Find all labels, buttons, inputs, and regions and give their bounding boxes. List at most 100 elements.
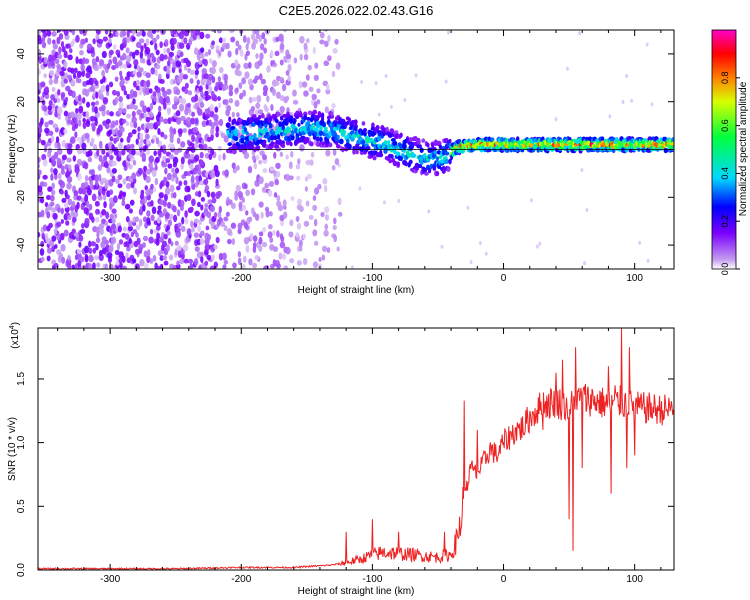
spectrogram-cell — [83, 207, 89, 215]
spectrogram-cell — [40, 117, 44, 125]
spectrogram-cell — [58, 33, 64, 40]
spectrogram-cell — [84, 174, 89, 182]
ridge-cell — [240, 137, 245, 144]
spectrogram-cell — [218, 205, 222, 214]
spectrogram-cell — [82, 121, 87, 130]
ridge-cell — [378, 152, 384, 158]
spectrogram-cell — [146, 79, 151, 88]
spectrogram-cell — [217, 76, 221, 82]
spectrogram-cell — [332, 148, 337, 156]
spectrogram-cell — [75, 56, 79, 64]
colorbar-ticks: 0.0 0.2 0.4 0.6 0.8 — [720, 72, 740, 275]
spectrogram-cell — [41, 153, 47, 161]
ridge-cell — [416, 139, 421, 145]
spectrogram-cell — [256, 94, 262, 103]
spectrogram-cell — [177, 128, 183, 135]
spectrogram-cell — [159, 78, 165, 85]
spectrogram-cell — [336, 246, 340, 252]
spectrogram-cell — [103, 155, 108, 161]
x-tick-label: 0 — [501, 273, 507, 284]
spectrogram-cell — [148, 88, 153, 94]
ridge-cell — [306, 116, 311, 121]
spectrogram-cell — [145, 116, 151, 123]
spectrogram-cell — [245, 210, 249, 216]
spectrogram-cell — [194, 246, 200, 252]
spectrogram-cell — [57, 88, 61, 96]
ridge-cell — [441, 167, 446, 174]
spectrogram-cell — [216, 30, 223, 34]
spectrogram-cell — [182, 74, 189, 80]
spectrogram-cell — [148, 155, 155, 163]
spectrogram-cell — [214, 85, 219, 92]
spectrogram-cell — [135, 232, 139, 238]
spectrogram-cell — [131, 30, 137, 35]
spectrogram-cell — [158, 192, 164, 199]
spectrogram-cell — [279, 42, 285, 51]
spectrogram-cell — [192, 126, 199, 134]
spectrogram-cell — [282, 199, 287, 207]
spectrogram-cell — [103, 194, 107, 201]
spectrogram-cell — [146, 255, 151, 264]
spectrogram-cell — [254, 213, 260, 221]
spectrogram-cell — [88, 254, 94, 263]
spectrogram-cell — [172, 172, 178, 178]
spectrogram-cell — [82, 30, 88, 34]
ridge-cell — [387, 140, 391, 145]
spectrogram-cell — [176, 260, 180, 266]
spectrogram-cell — [210, 127, 215, 136]
spectrogram-cell — [128, 220, 133, 227]
spectrogram-cell — [80, 228, 86, 234]
spectrogram-cell — [174, 240, 179, 246]
y-tick-label: 1.5 — [16, 372, 27, 386]
spectrogram-cell — [186, 185, 191, 193]
chart-title: C2E5.2026.022.02.43.G16 — [279, 3, 434, 18]
spectrogram-cell — [104, 160, 108, 167]
spectrogram-cell — [159, 53, 165, 62]
spectrogram-cell — [84, 194, 89, 202]
spectrogram-cell — [40, 197, 45, 204]
spectrogram-cell — [213, 164, 219, 173]
spectrogram-cell — [154, 177, 159, 186]
spectrogram-cell — [230, 36, 236, 43]
spectrogram-cell — [95, 237, 101, 244]
ridge-cell — [278, 127, 282, 132]
spectrogram-cell — [43, 105, 48, 112]
spectrogram-cell — [164, 187, 171, 195]
spectrogram-cell — [199, 237, 205, 245]
ridge-cell — [290, 131, 295, 136]
spectrogram-cell — [165, 181, 170, 188]
spectrogram-cell — [125, 113, 132, 119]
snr-axes: -300 -200 -100 0 100 0.0 0.5 1.0 1.5 — [16, 328, 674, 585]
spectrogram-cell — [121, 118, 127, 124]
spectrogram-cell — [107, 252, 113, 259]
y-tick-label: -40 — [16, 237, 27, 252]
spectrogram-cell — [48, 119, 54, 125]
spectrogram-cell — [199, 143, 205, 151]
spectrogram-cell — [384, 73, 388, 78]
spectrogram-cell — [309, 159, 314, 166]
ridge-cell — [303, 115, 308, 121]
spectrogram-cell — [118, 258, 123, 264]
spectrogram-cell — [122, 52, 127, 61]
x-tick-label: 100 — [626, 574, 643, 585]
spectrogram-cell — [56, 36, 61, 45]
spectrogram-cell — [157, 111, 162, 118]
spectrogram-cell — [219, 66, 224, 74]
spectrogram-cell — [209, 104, 215, 112]
spectrogram-cell — [56, 63, 61, 70]
ridge-cell — [427, 167, 432, 174]
spectrogram-cell — [318, 257, 322, 263]
spectrogram-cell — [244, 71, 250, 79]
colorbar-tick-label: 0.4 — [720, 167, 730, 180]
spectrogram-cell — [403, 97, 407, 102]
spectrogram-cell — [149, 228, 154, 235]
spectrogram-cell — [236, 70, 242, 77]
spectrogram-cell — [163, 134, 168, 140]
spectrogram-cell — [66, 175, 73, 184]
spectrogram-cell — [76, 70, 82, 78]
spectrogram-cell — [238, 201, 243, 210]
spectrogram-cell — [239, 92, 244, 100]
spectrogram-cell — [135, 138, 139, 145]
spectrogram-cell — [289, 219, 294, 227]
